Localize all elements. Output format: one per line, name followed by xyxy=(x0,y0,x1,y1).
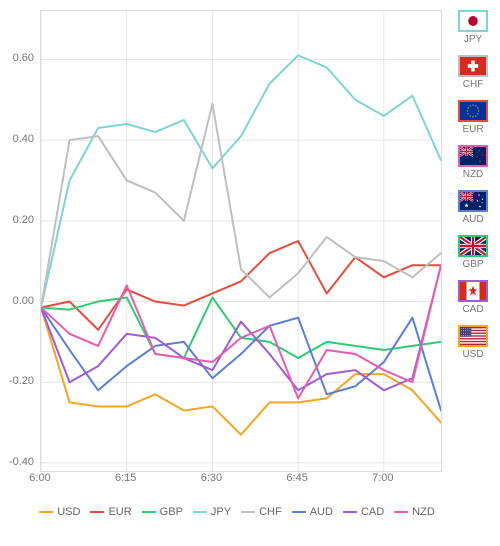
chart-svg xyxy=(41,11,441,471)
legend-item-eur[interactable]: EUR xyxy=(90,492,131,532)
flag-au-icon xyxy=(458,190,488,212)
legend-label: CHF xyxy=(259,506,282,518)
flag-gb-icon xyxy=(458,235,488,257)
legend-item-gbp[interactable]: GBP xyxy=(142,492,183,532)
legend-swatch-icon xyxy=(343,511,357,513)
legend-item-aud[interactable]: AUD xyxy=(292,492,333,532)
side-currency-aud[interactable]: AUD xyxy=(450,190,496,225)
legend-label: EUR xyxy=(108,506,131,518)
chart-area xyxy=(40,10,442,472)
x-tick-label: 6:30 xyxy=(201,472,222,484)
side-currency-cad[interactable]: CAD xyxy=(450,280,496,315)
chart-container: -0.40 -0.20 0.00 0.20 0.40 0.60 6:00 6:15 6:30 6… xyxy=(0,0,500,546)
legend-item-chf[interactable]: CHF xyxy=(241,492,282,532)
legend-label: NZD xyxy=(412,506,435,518)
side-currency-label: EUR xyxy=(462,124,483,135)
side-currency-label: AUD xyxy=(462,214,483,225)
side-currency-usd[interactable]: USD xyxy=(450,325,496,360)
flag-eu-icon xyxy=(458,100,488,122)
legend-swatch-icon xyxy=(39,511,53,513)
side-currency-nzd[interactable]: NZD xyxy=(450,145,496,180)
flag-ca-icon xyxy=(458,280,488,302)
legend-item-usd[interactable]: USD xyxy=(39,492,80,532)
flag-us-icon xyxy=(458,325,488,347)
flag-ch-icon xyxy=(458,55,488,77)
y-tick-label: -0.20 xyxy=(9,375,34,387)
legend-label: GBP xyxy=(160,506,183,518)
side-currency-eur[interactable]: EUR xyxy=(450,100,496,135)
side-currency-label: CAD xyxy=(462,304,483,315)
x-tick-label: 6:15 xyxy=(115,472,136,484)
side-currency-jpy[interactable]: JPY xyxy=(450,10,496,45)
series-eur xyxy=(41,241,441,330)
side-currency-label: NZD xyxy=(463,169,484,180)
y-tick-label: 0.00 xyxy=(13,295,34,307)
legend-swatch-icon xyxy=(193,511,207,513)
legend-swatch-icon xyxy=(292,511,306,513)
side-currency-chf[interactable]: CHF xyxy=(450,55,496,90)
legend-item-nzd[interactable]: NZD xyxy=(394,492,435,532)
side-currency-label: USD xyxy=(462,349,483,360)
legend-swatch-icon xyxy=(142,511,156,513)
legend-swatch-icon xyxy=(394,511,408,513)
flag-nz-icon xyxy=(458,145,488,167)
series-cad xyxy=(41,265,441,390)
y-axis: -0.40 -0.20 0.00 0.20 0.40 0.60 xyxy=(0,10,38,470)
side-currency-label: GBP xyxy=(462,259,483,270)
legend-label: AUD xyxy=(310,506,333,518)
x-tick-label: 6:45 xyxy=(286,472,307,484)
y-tick-label: 0.40 xyxy=(13,133,34,145)
y-tick-label: -0.40 xyxy=(9,456,34,468)
legend-label: USD xyxy=(57,506,80,518)
x-tick-label: 7:00 xyxy=(372,472,393,484)
x-tick-label: 6:00 xyxy=(29,472,50,484)
legend-label: JPY xyxy=(211,506,231,518)
series-nzd xyxy=(41,265,441,398)
side-currency-label: JPY xyxy=(464,34,482,45)
side-currency-label: CHF xyxy=(463,79,484,90)
y-tick-label: 0.20 xyxy=(13,214,34,226)
flag-jp-icon xyxy=(458,10,488,32)
legend-swatch-icon xyxy=(241,511,255,513)
series-gbp xyxy=(41,297,441,358)
legend-label: CAD xyxy=(361,506,384,518)
y-tick-label: 0.60 xyxy=(13,52,34,64)
side-panel: JPY CHF EUR NZD AUD GBP CAD USD xyxy=(450,10,496,360)
legend-swatch-icon xyxy=(90,511,104,513)
legend-bottom: USD EUR GBP JPY CHF AUD CAD NZD xyxy=(32,492,442,532)
legend-item-jpy[interactable]: JPY xyxy=(193,492,231,532)
x-axis: 6:006:156:306:457:00 xyxy=(40,472,440,486)
side-currency-gbp[interactable]: GBP xyxy=(450,235,496,270)
legend-item-cad[interactable]: CAD xyxy=(343,492,384,532)
